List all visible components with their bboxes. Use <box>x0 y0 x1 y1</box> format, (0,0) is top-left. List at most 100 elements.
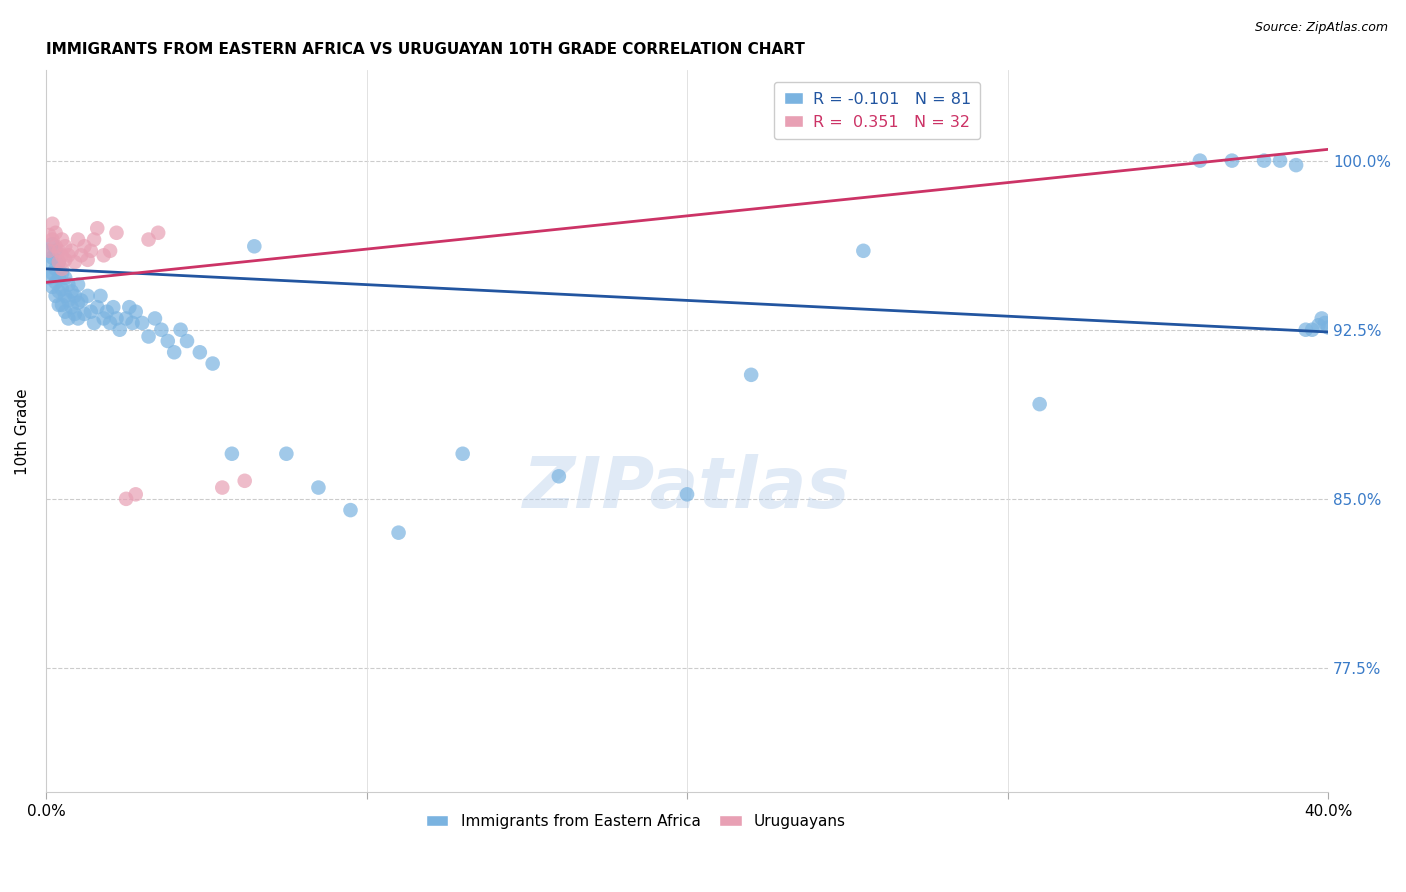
Point <box>51 248 73 262</box>
Point <box>58 248 80 262</box>
Point <box>93 248 115 262</box>
Point <box>53 271 76 285</box>
Point <box>60 285 83 299</box>
Point <box>103 300 125 314</box>
Point <box>45 276 67 290</box>
Point <box>105 311 128 326</box>
Point <box>740 368 762 382</box>
Point <box>307 481 329 495</box>
Point <box>51 261 73 276</box>
Point <box>45 244 67 258</box>
Point <box>276 447 298 461</box>
Point <box>48 285 70 299</box>
Point <box>156 334 179 348</box>
Point <box>233 474 256 488</box>
Y-axis label: 10th Grade: 10th Grade <box>15 388 30 475</box>
Point <box>138 329 160 343</box>
Point <box>38 255 60 269</box>
Point <box>115 311 138 326</box>
Point <box>1295 323 1317 337</box>
Point <box>45 226 67 240</box>
Point <box>45 289 67 303</box>
Point <box>1188 153 1211 168</box>
Point <box>676 487 699 501</box>
Point <box>1310 311 1333 326</box>
Point <box>146 226 169 240</box>
Point <box>138 233 160 247</box>
Point <box>221 447 243 461</box>
Point <box>1253 153 1275 168</box>
Point <box>96 304 118 318</box>
Point <box>70 248 93 262</box>
Point <box>70 293 93 308</box>
Point <box>1313 316 1336 330</box>
Point <box>125 304 148 318</box>
Point <box>53 252 76 267</box>
Point <box>83 316 105 330</box>
Point <box>115 491 138 506</box>
Point <box>51 298 73 312</box>
Point <box>58 311 80 326</box>
Point <box>188 345 211 359</box>
Point <box>387 525 409 540</box>
Point <box>451 447 474 461</box>
Point <box>66 233 89 247</box>
Point <box>1308 318 1330 333</box>
Point <box>63 255 86 269</box>
Text: Source: ZipAtlas.com: Source: ZipAtlas.com <box>1254 21 1388 34</box>
Point <box>76 252 98 267</box>
Point <box>211 481 233 495</box>
Point <box>48 244 70 258</box>
Point <box>86 300 108 314</box>
Point <box>53 304 76 318</box>
Point <box>121 316 143 330</box>
Point <box>38 227 60 242</box>
Point <box>48 271 70 285</box>
Point <box>150 323 173 337</box>
Point <box>58 293 80 308</box>
Point <box>1220 153 1243 168</box>
Point <box>243 239 266 253</box>
Point <box>41 266 63 280</box>
Point <box>1268 153 1291 168</box>
Point <box>66 295 89 310</box>
Point <box>201 357 224 371</box>
Point <box>98 316 121 330</box>
Point <box>118 300 141 314</box>
Point <box>89 289 111 303</box>
Point <box>53 289 76 303</box>
Point <box>51 282 73 296</box>
Text: ZIPatlas: ZIPatlas <box>523 454 851 524</box>
Point <box>45 239 67 253</box>
Point <box>41 237 63 252</box>
Point <box>53 239 76 253</box>
Point <box>41 233 63 247</box>
Point <box>63 307 86 321</box>
Point <box>41 251 63 265</box>
Point <box>86 221 108 235</box>
Point <box>131 316 153 330</box>
Point <box>80 304 103 318</box>
Point <box>83 233 105 247</box>
Point <box>63 289 86 303</box>
Point <box>38 271 60 285</box>
Point <box>98 244 121 258</box>
Point <box>169 323 191 337</box>
Point <box>852 244 875 258</box>
Point <box>80 244 103 258</box>
Point <box>51 233 73 247</box>
Point <box>48 255 70 269</box>
Point <box>73 239 96 253</box>
Text: IMMIGRANTS FROM EASTERN AFRICA VS URUGUAYAN 10TH GRADE CORRELATION CHART: IMMIGRANTS FROM EASTERN AFRICA VS URUGUA… <box>46 42 804 57</box>
Point <box>176 334 198 348</box>
Point <box>48 298 70 312</box>
Point <box>41 217 63 231</box>
Point <box>547 469 569 483</box>
Point <box>163 345 186 359</box>
Point <box>76 289 98 303</box>
Point <box>105 226 128 240</box>
Point <box>51 266 73 280</box>
Point <box>48 255 70 269</box>
Point <box>66 277 89 292</box>
Point <box>66 311 89 326</box>
